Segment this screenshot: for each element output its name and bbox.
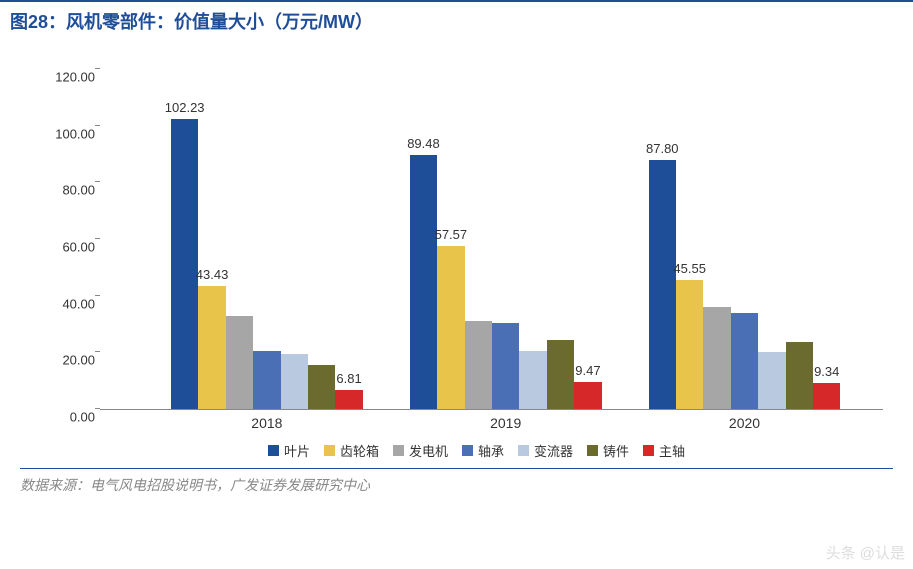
bar-铸件 bbox=[308, 365, 335, 409]
bar-变流器 bbox=[758, 352, 785, 409]
legend-label: 发电机 bbox=[409, 441, 448, 460]
legend-item: 发电机 bbox=[393, 441, 448, 460]
bar-主轴 bbox=[574, 382, 601, 409]
bar-轴承 bbox=[492, 323, 519, 409]
legend-item: 齿轮箱 bbox=[324, 441, 379, 460]
bar-齿轮箱 bbox=[676, 280, 703, 409]
legend-swatch bbox=[643, 445, 654, 456]
bar-发电机 bbox=[703, 307, 730, 409]
legend-label: 叶片 bbox=[284, 441, 310, 460]
x-tick-label: 2020 bbox=[729, 415, 760, 431]
legend-label: 主轴 bbox=[659, 441, 685, 460]
bar-发电机 bbox=[465, 321, 492, 409]
bar-叶片 bbox=[410, 155, 437, 409]
y-tick-mark bbox=[95, 238, 100, 239]
bar-主轴 bbox=[335, 390, 362, 409]
bar-value-label: 6.81 bbox=[336, 371, 361, 386]
legend-swatch bbox=[268, 445, 279, 456]
plot-region: 0.0020.0040.0060.0080.00100.00120.002018… bbox=[100, 70, 883, 410]
bar-轴承 bbox=[731, 313, 758, 409]
legend-label: 轴承 bbox=[478, 441, 504, 460]
legend-swatch bbox=[462, 445, 473, 456]
data-source: 数据来源：电气风电招股说明书，广发证券发展研究中心 bbox=[20, 477, 370, 493]
x-tick-label: 2019 bbox=[490, 415, 521, 431]
chart-title-bar: 图28：风机零部件：价值量大小（万元/MW） bbox=[0, 0, 913, 40]
bar-value-label: 102.23 bbox=[165, 100, 205, 115]
legend-item: 变流器 bbox=[518, 441, 573, 460]
chart-area: 0.0020.0040.0060.0080.00100.00120.002018… bbox=[60, 60, 893, 460]
y-tick-label: 120.00 bbox=[50, 70, 95, 85]
legend-item: 铸件 bbox=[587, 441, 629, 460]
y-tick-mark bbox=[95, 295, 100, 296]
legend-label: 变流器 bbox=[534, 441, 573, 460]
y-tick-label: 20.00 bbox=[50, 353, 95, 368]
legend-swatch bbox=[518, 445, 529, 456]
y-tick-label: 80.00 bbox=[50, 183, 95, 198]
bar-发电机 bbox=[226, 316, 253, 410]
y-tick-mark bbox=[95, 181, 100, 182]
chart-title: 图28：风机零部件：价值量大小（万元/MW） bbox=[10, 12, 373, 32]
footer: 数据来源：电气风电招股说明书，广发证券发展研究中心 bbox=[20, 468, 893, 495]
bar-叶片 bbox=[171, 119, 198, 409]
bar-value-label: 87.80 bbox=[646, 141, 679, 156]
legend-swatch bbox=[324, 445, 335, 456]
legend: 叶片 齿轮箱 发电机 轴承 变流器 铸件 主轴 bbox=[60, 441, 893, 460]
y-tick-label: 0.00 bbox=[50, 410, 95, 425]
y-tick-label: 40.00 bbox=[50, 296, 95, 311]
y-tick-mark bbox=[95, 125, 100, 126]
bar-叶片 bbox=[649, 160, 676, 409]
bar-value-label: 9.34 bbox=[814, 364, 839, 379]
bar-铸件 bbox=[547, 340, 574, 409]
legend-item: 叶片 bbox=[268, 441, 310, 460]
bar-铸件 bbox=[786, 342, 813, 409]
y-tick-mark bbox=[95, 68, 100, 69]
legend-item: 轴承 bbox=[462, 441, 504, 460]
y-tick-label: 60.00 bbox=[50, 240, 95, 255]
legend-item: 主轴 bbox=[643, 441, 685, 460]
bar-value-label: 57.57 bbox=[435, 227, 468, 242]
y-tick-mark bbox=[95, 351, 100, 352]
y-tick-mark bbox=[95, 408, 100, 409]
y-tick-label: 100.00 bbox=[50, 126, 95, 141]
legend-swatch bbox=[393, 445, 404, 456]
legend-label: 铸件 bbox=[603, 441, 629, 460]
legend-label: 齿轮箱 bbox=[340, 441, 379, 460]
bar-value-label: 45.55 bbox=[673, 261, 706, 276]
watermark: 头条 @认是 bbox=[826, 542, 905, 563]
bar-齿轮箱 bbox=[198, 286, 225, 409]
legend-swatch bbox=[587, 445, 598, 456]
bar-主轴 bbox=[813, 383, 840, 409]
bar-value-label: 9.47 bbox=[575, 363, 600, 378]
bar-变流器 bbox=[519, 351, 546, 409]
bar-value-label: 89.48 bbox=[407, 136, 440, 151]
bar-齿轮箱 bbox=[437, 246, 464, 409]
x-tick-label: 2018 bbox=[251, 415, 282, 431]
bar-轴承 bbox=[253, 351, 280, 409]
bar-变流器 bbox=[281, 354, 308, 409]
bar-value-label: 43.43 bbox=[196, 267, 229, 282]
